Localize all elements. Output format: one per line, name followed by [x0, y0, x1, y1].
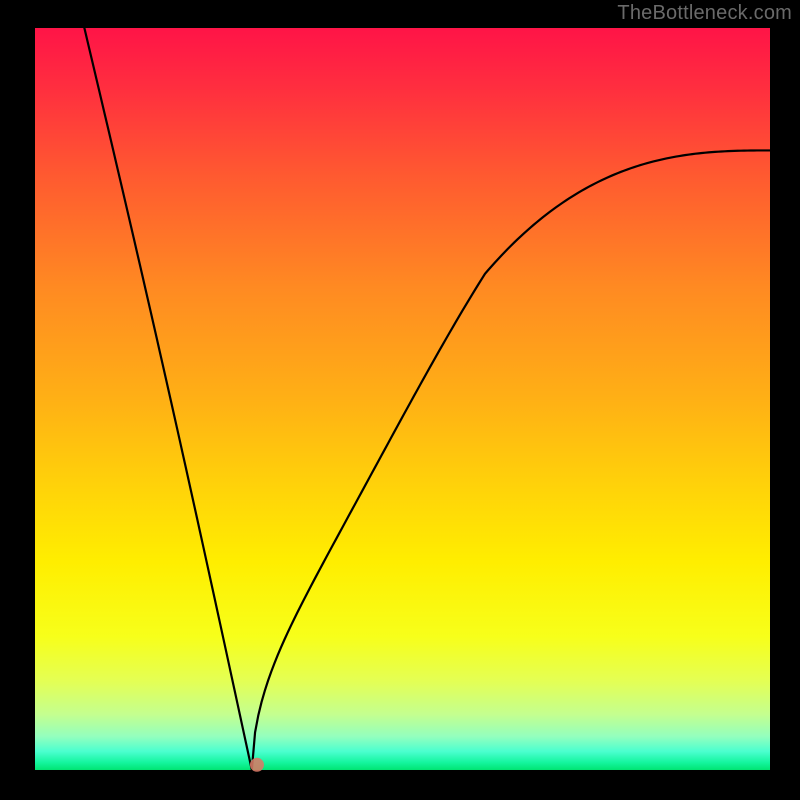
chart-container: TheBottleneck.com [0, 0, 800, 800]
bottleneck-chart [0, 0, 800, 800]
plot-background [35, 28, 770, 770]
vertex-marker [250, 758, 264, 772]
watermark-text: TheBottleneck.com [617, 2, 792, 25]
